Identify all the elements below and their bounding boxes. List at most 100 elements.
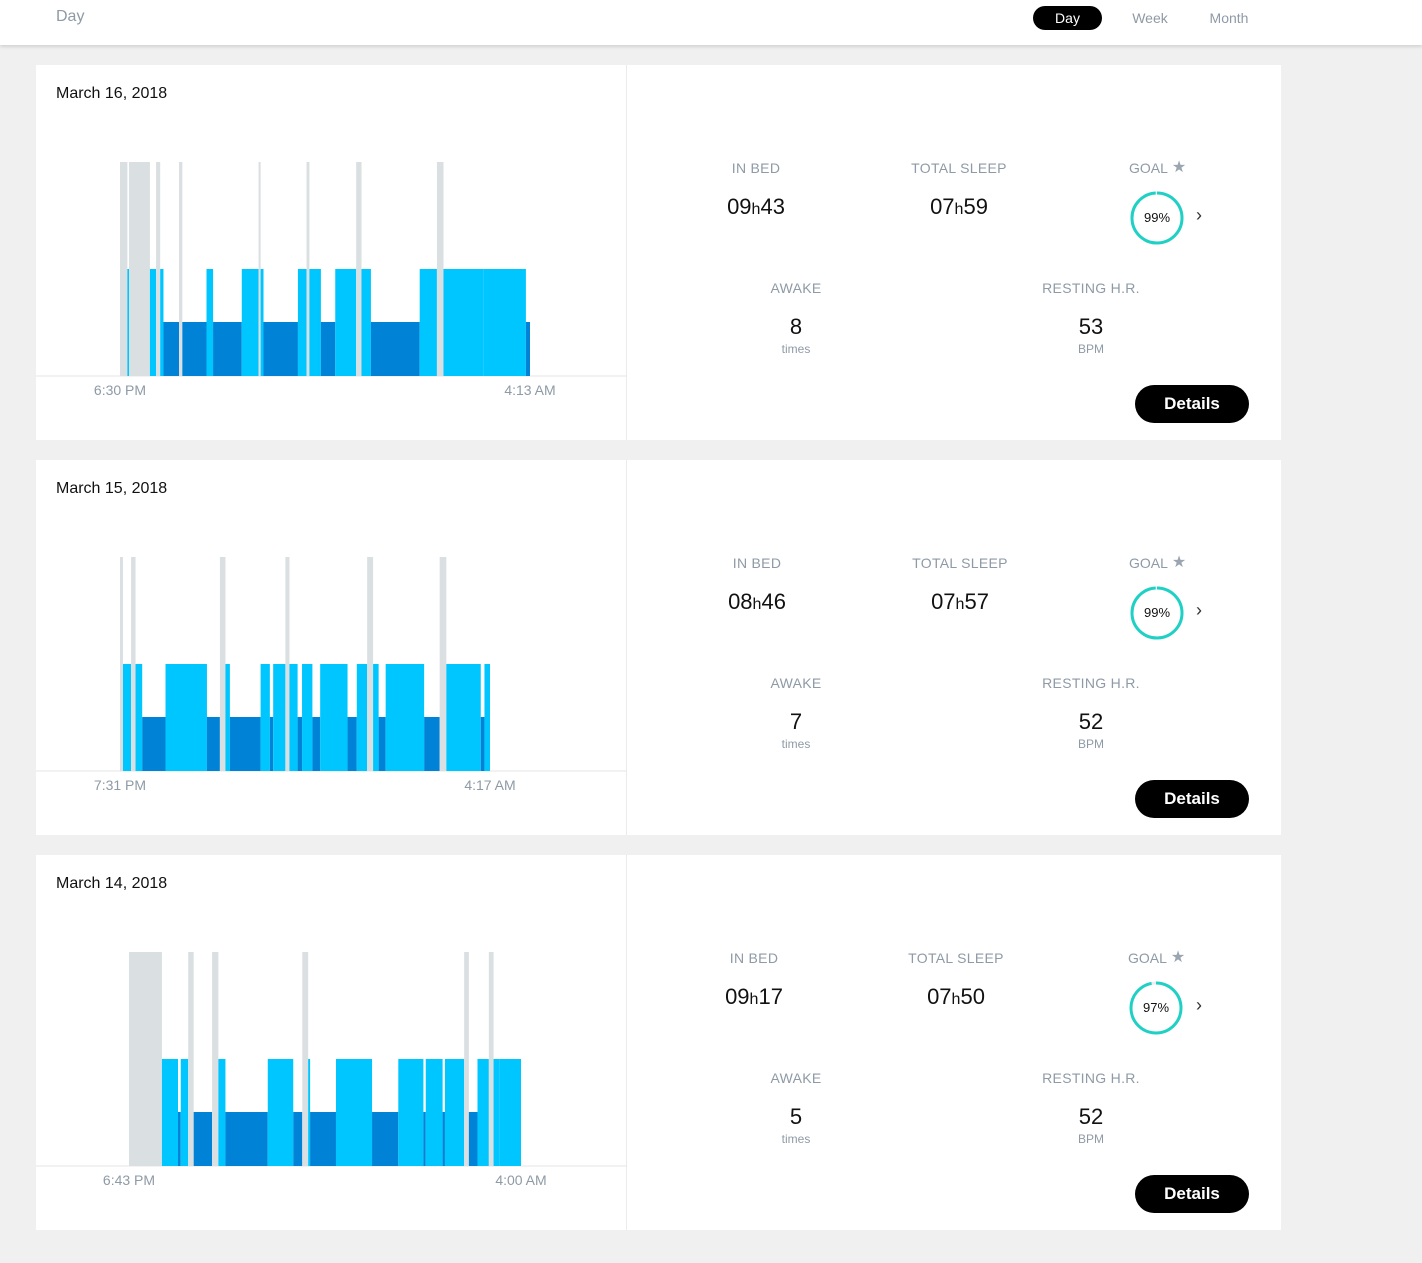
chevron-right-icon[interactable]: › xyxy=(1196,205,1202,225)
sleep-phase-light xyxy=(315,269,321,376)
chevron-right-icon[interactable]: › xyxy=(1196,600,1202,620)
tab-week[interactable]: Week xyxy=(1132,10,1168,26)
sleep-phase-light xyxy=(309,269,316,376)
total-sleep-stat: TOTAL SLEEP 07h59 xyxy=(909,160,1009,220)
goal-ring[interactable]: 99% xyxy=(1130,191,1184,245)
sleep-phase-light xyxy=(373,664,379,771)
details-button[interactable]: Details xyxy=(1135,780,1249,818)
sleep-phase-deep xyxy=(347,717,357,771)
sleep-phase-awake xyxy=(188,952,194,1166)
awake-value: 5 xyxy=(789,1104,803,1129)
sleep-phase-light xyxy=(289,664,298,771)
resting-hr-label: RESTING H.R. xyxy=(1042,1070,1140,1086)
goal-stat: GOAL ★ xyxy=(1129,552,1186,573)
total-sleep-value: 07h59 xyxy=(930,194,988,219)
sleep-card: March 15, 2018 7:31 PM 4:17 AM IN BED 08h… xyxy=(36,460,1281,835)
sleep-phase-light xyxy=(385,664,425,771)
in-bed-stat: IN BED 09h17 xyxy=(714,950,794,1010)
sleep-phase-deep xyxy=(193,1112,213,1166)
sleep-phase-awake xyxy=(156,162,161,376)
sleep-phase-deep xyxy=(310,1112,336,1166)
sleep-phase-awake xyxy=(120,557,123,771)
sleep-phase-deep xyxy=(229,717,261,771)
in-bed-label: IN BED xyxy=(732,555,782,571)
details-button[interactable]: Details xyxy=(1135,1175,1249,1213)
sleep-phase-light xyxy=(484,664,490,771)
sleep-chart: 7:31 PM 4:17 AM xyxy=(36,557,627,793)
in-bed-value: 09h17 xyxy=(725,984,783,1009)
sleep-phase-awake xyxy=(258,162,261,376)
tab-day[interactable]: Day xyxy=(1033,6,1102,30)
sleep-phase-awake xyxy=(212,952,219,1166)
chevron-right-icon[interactable]: › xyxy=(1196,995,1202,1015)
goal-stat: GOAL ★ xyxy=(1129,157,1186,178)
sleep-phase-deep xyxy=(320,322,336,376)
goal-ring[interactable]: 97% xyxy=(1129,981,1183,1035)
sleep-phase-light xyxy=(267,1059,294,1166)
sleep-chart: 6:43 PM 4:00 AM xyxy=(36,952,627,1188)
resting-hr-stat: RESTING H.R. 52 BPM xyxy=(1036,675,1146,751)
sleep-phase-deep xyxy=(225,1112,268,1166)
sleep-phase-awake xyxy=(129,952,162,1166)
resting-hr-stat: RESTING H.R. 52 BPM xyxy=(1036,1070,1146,1146)
sleep-phase-light xyxy=(361,269,371,376)
awake-stat: AWAKE 7 times xyxy=(756,675,836,751)
sleep-phase-light xyxy=(206,269,214,376)
sleep-phase-light xyxy=(398,1059,424,1166)
sleep-phase-awake xyxy=(356,162,362,376)
sleep-phase-light xyxy=(493,1059,500,1166)
sleep-phase-deep xyxy=(163,322,180,376)
sleep-phase-deep xyxy=(424,717,440,771)
chart-panel: March 14, 2018 6:43 PM 4:00 AM xyxy=(36,855,627,1230)
details-button[interactable]: Details xyxy=(1135,385,1249,423)
total-sleep-value: 07h57 xyxy=(931,589,989,614)
sleep-phase-light xyxy=(320,664,348,771)
sleep-phase-deep xyxy=(370,322,420,376)
start-time-label: 6:30 PM xyxy=(94,382,146,398)
sleep-phase-awake xyxy=(488,952,494,1166)
goal-label: GOAL xyxy=(1129,160,1168,176)
sleep-phase-deep xyxy=(206,717,220,771)
sleep-phase-light xyxy=(419,269,437,376)
sleep-phase-deep xyxy=(378,717,386,771)
top-bar: Day Day Week Month xyxy=(0,0,1422,45)
sleep-phase-awake xyxy=(464,952,469,1166)
sleep-phase-light xyxy=(302,664,313,771)
sleep-phase-awake xyxy=(367,557,374,771)
sleep-phase-deep xyxy=(178,1112,181,1166)
sleep-phase-light xyxy=(425,1059,443,1166)
goal-percent: 99% xyxy=(1143,210,1171,225)
sleep-phase-light xyxy=(241,269,259,376)
goal-label: GOAL xyxy=(1129,555,1168,571)
sleep-chart: 6:30 PM 4:13 AM xyxy=(36,162,627,398)
goal-percent: 99% xyxy=(1143,605,1171,620)
sleep-phase-light xyxy=(335,269,357,376)
sleep-phase-light xyxy=(135,664,143,771)
star-icon: ★ xyxy=(1171,554,1187,571)
sleep-phase-deep xyxy=(297,717,303,771)
sleep-phase-light xyxy=(273,664,286,771)
sleep-phase-light xyxy=(308,1059,311,1166)
end-time-label: 4:17 AM xyxy=(464,777,515,793)
tab-month[interactable]: Month xyxy=(1209,10,1249,26)
sleep-phase-awake xyxy=(302,952,309,1166)
page-title: Day xyxy=(56,8,85,25)
resting-hr-unit: BPM xyxy=(1077,342,1104,356)
sleep-phase-light xyxy=(444,1059,465,1166)
sleep-phase-light xyxy=(260,269,264,376)
resting-hr-stat: RESTING H.R. 53 BPM xyxy=(1036,280,1146,356)
total-sleep-label: TOTAL SLEEP xyxy=(911,160,1007,176)
goal-progress-ring xyxy=(1130,191,1184,245)
sleep-phase-deep xyxy=(423,1112,426,1166)
awake-label: AWAKE xyxy=(770,1070,822,1086)
sleep-phase-light xyxy=(218,1059,226,1166)
total-sleep-label: TOTAL SLEEP xyxy=(908,950,1004,966)
sleep-phase-awake xyxy=(439,557,447,771)
end-time-label: 4:00 AM xyxy=(495,1172,546,1188)
goal-ring[interactable]: 99% xyxy=(1130,586,1184,640)
awake-unit: times xyxy=(781,1132,811,1146)
sleep-phase-light xyxy=(446,664,481,771)
awake-stat: AWAKE 8 times xyxy=(756,280,836,356)
sleep-phase-light xyxy=(499,1059,521,1166)
sleep-phase-light xyxy=(443,269,484,376)
